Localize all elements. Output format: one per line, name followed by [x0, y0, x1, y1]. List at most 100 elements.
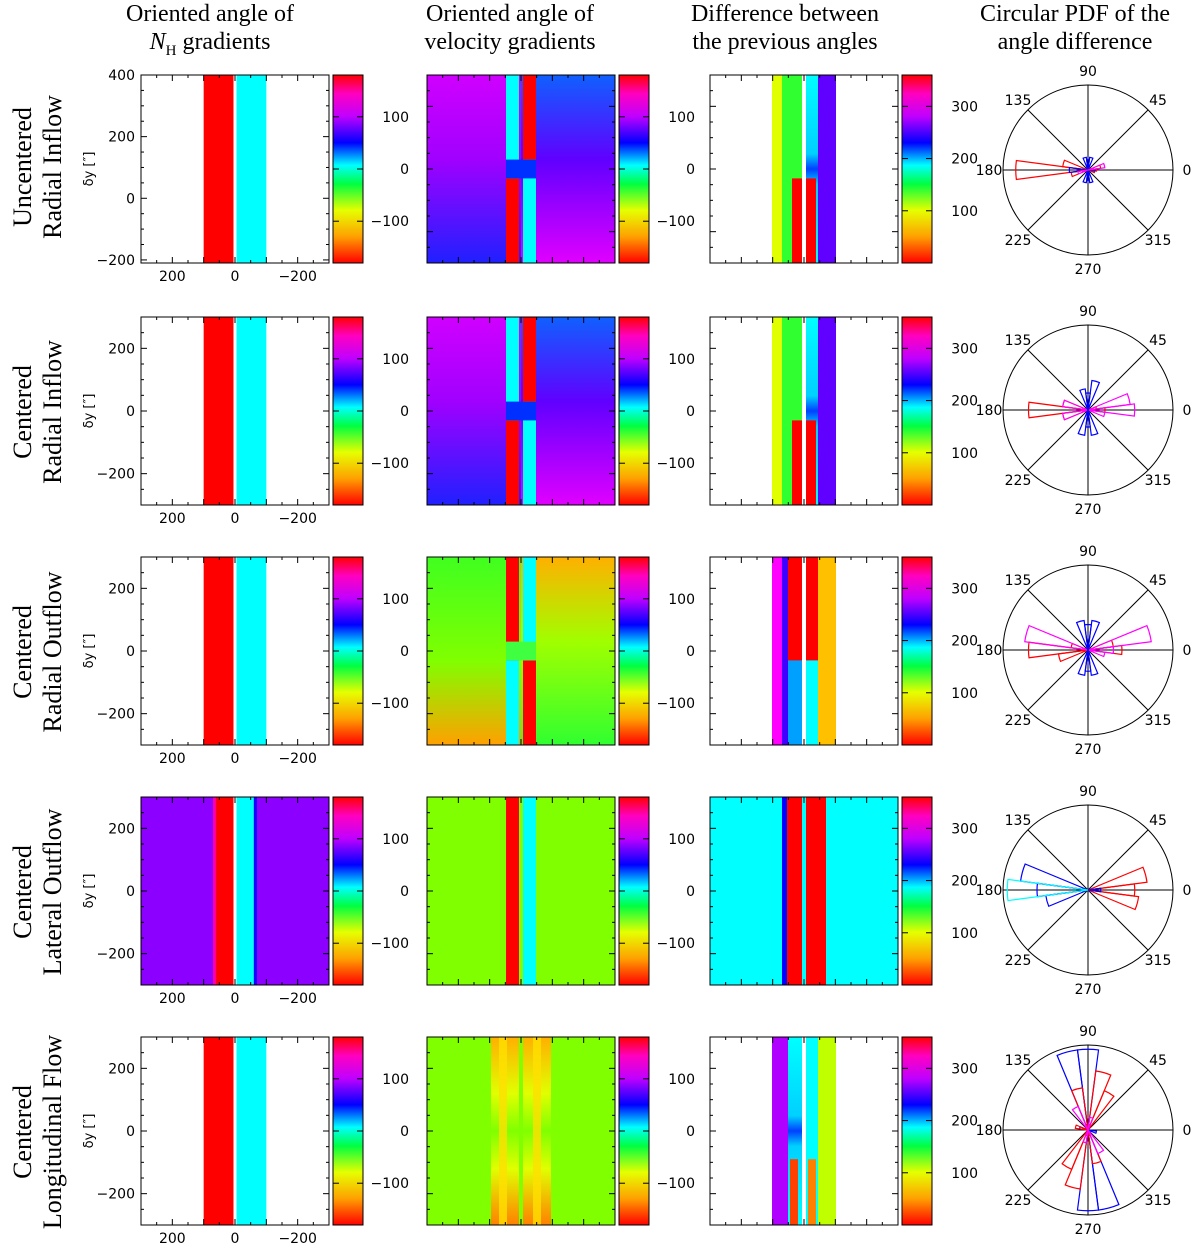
y-tick-label: 200: [108, 581, 135, 597]
velocity-lobe: [506, 660, 519, 745]
nh-stripe: [235, 75, 267, 263]
polar-angle-label: 0: [1183, 883, 1192, 899]
velocity-streak: [533, 1037, 541, 1225]
polar-bin: [1087, 887, 1102, 893]
colorbar-tick-label: 100: [951, 686, 978, 702]
polar-angle-label: 0: [1183, 403, 1192, 419]
col-title-difference: Difference between the previous angles: [690, 1, 880, 55]
velocity-lobe: [523, 317, 536, 402]
colorbar-tick-label: 100: [382, 592, 409, 608]
polar-bin: [1057, 649, 1089, 663]
colorbar-tick-label: 0: [686, 884, 695, 900]
polar-angle-label: 135: [1005, 333, 1032, 349]
velocity-bg-left: [427, 75, 521, 263]
polar-bin: [1087, 1129, 1098, 1135]
nh-stripe: [203, 1037, 235, 1225]
polar-angle-label: 225: [1005, 473, 1032, 489]
polar-angle-label: 45: [1149, 1053, 1167, 1069]
colorbar-tick-label: 0: [686, 644, 695, 660]
polar-bin: [1087, 392, 1131, 411]
polar-angle-label: 315: [1145, 233, 1172, 249]
difference-stripe: [818, 317, 836, 505]
difference-stripe: [818, 75, 836, 263]
colorbar-tick-label: −100: [657, 214, 695, 230]
nh-panel-4: 200 0 −200 δy [″] 200 0 −200 100 0 −100: [82, 796, 409, 1007]
colorbar-tick-label: 100: [382, 352, 409, 368]
x-tick-label: −200: [278, 1231, 316, 1247]
nh-edge-stripe: [253, 797, 257, 985]
difference-stripe: [818, 1037, 836, 1225]
difference-stripe: [787, 797, 802, 985]
velocity-lobe: [506, 178, 519, 263]
polar-angle-label: 180: [976, 163, 1003, 179]
difference-stripe: [772, 75, 782, 263]
polar-angle-label: 90: [1079, 64, 1097, 80]
y-axis-label: δy [″]: [82, 152, 97, 187]
polar-angle-label: 315: [1145, 1193, 1172, 1209]
colorbar-tick-label: 200: [951, 634, 978, 650]
difference-stripe: [806, 797, 826, 985]
colorbar-tick-label: −100: [371, 456, 409, 472]
nh-stripe: [203, 557, 235, 745]
x-tick-label: −200: [278, 751, 316, 767]
colorbar-tick-label: 300: [951, 341, 978, 357]
difference-stripe: [818, 557, 836, 745]
polar-bin: [1077, 409, 1089, 436]
polar-angle-label: 270: [1075, 742, 1102, 758]
polar-angle-label: 135: [1005, 813, 1032, 829]
difference-lobe: [788, 660, 802, 745]
y-axis-label: δy [″]: [82, 394, 97, 429]
y-tick-label: 0: [126, 1124, 135, 1140]
colorbar-tick-label: 300: [951, 821, 978, 837]
x-tick-label: −200: [278, 269, 316, 285]
colorbar-tick-label: 300: [951, 581, 978, 597]
polar-angle-label: 225: [1005, 233, 1032, 249]
difference-panel-2: 300 200 100: [709, 316, 978, 506]
polar-angle-label: 315: [1145, 473, 1172, 489]
colorbar: [901, 796, 933, 986]
nh-panel-5: 200 0 −200 δy [″] 200 0 −200 100 0 −100: [82, 1036, 409, 1247]
polar-bin: [1071, 1105, 1089, 1131]
polar-bin: [1087, 156, 1094, 171]
polar-bin: [1087, 1129, 1105, 1155]
polar-angle-label: 0: [1183, 643, 1192, 659]
polar-angle-label: 270: [1075, 1222, 1102, 1238]
polar-bin: [1077, 649, 1089, 676]
velocity-stripe: [506, 797, 519, 985]
polar-bin: [1087, 162, 1106, 171]
polar-angle-label: 45: [1149, 333, 1167, 349]
colorbar-tick-label: 200: [951, 874, 978, 890]
y-tick-label: 0: [126, 884, 135, 900]
nh-stripe: [235, 557, 267, 745]
polar-bin: [1079, 388, 1089, 411]
polar-angle-label: 135: [1005, 1053, 1032, 1069]
heatmap-layer: 400 200 0 −200 δy [″] 200 0 −200 100 0 −100 100 0 −10…: [82, 68, 978, 1247]
polar-bin: [1087, 379, 1101, 411]
y-tick-label: −200: [97, 467, 135, 483]
colorbar: [901, 556, 933, 746]
velocity-waist: [506, 401, 536, 421]
velocity-waist: [506, 641, 536, 661]
polar-bin: [1015, 159, 1089, 181]
polar-bin: [1087, 649, 1106, 658]
difference-panel-3: 300 200 100: [709, 556, 978, 746]
polar-angle-label: 270: [1075, 502, 1102, 518]
x-tick-label: 200: [159, 269, 186, 285]
difference-lobe: [792, 178, 802, 263]
polar-bin: [1087, 619, 1101, 651]
colorbar-tick-label: 0: [400, 884, 409, 900]
velocity-bg-left: [427, 557, 521, 745]
nh-stripe: [216, 797, 235, 985]
y-tick-label: 0: [126, 404, 135, 420]
y-tick-label: 0: [126, 191, 135, 207]
difference-lobe: [806, 420, 816, 505]
colorbar-tick-label: 100: [668, 832, 695, 848]
polar-angle-label: 135: [1005, 93, 1032, 109]
colorbar-tick-label: 100: [668, 352, 695, 368]
polar-angle-label: 90: [1079, 304, 1097, 320]
colorbar-tick-label: 100: [382, 1072, 409, 1088]
colorbar-tick-label: −100: [657, 456, 695, 472]
polar-bin: [1068, 166, 1089, 174]
velocity-bg-right: [521, 557, 615, 745]
